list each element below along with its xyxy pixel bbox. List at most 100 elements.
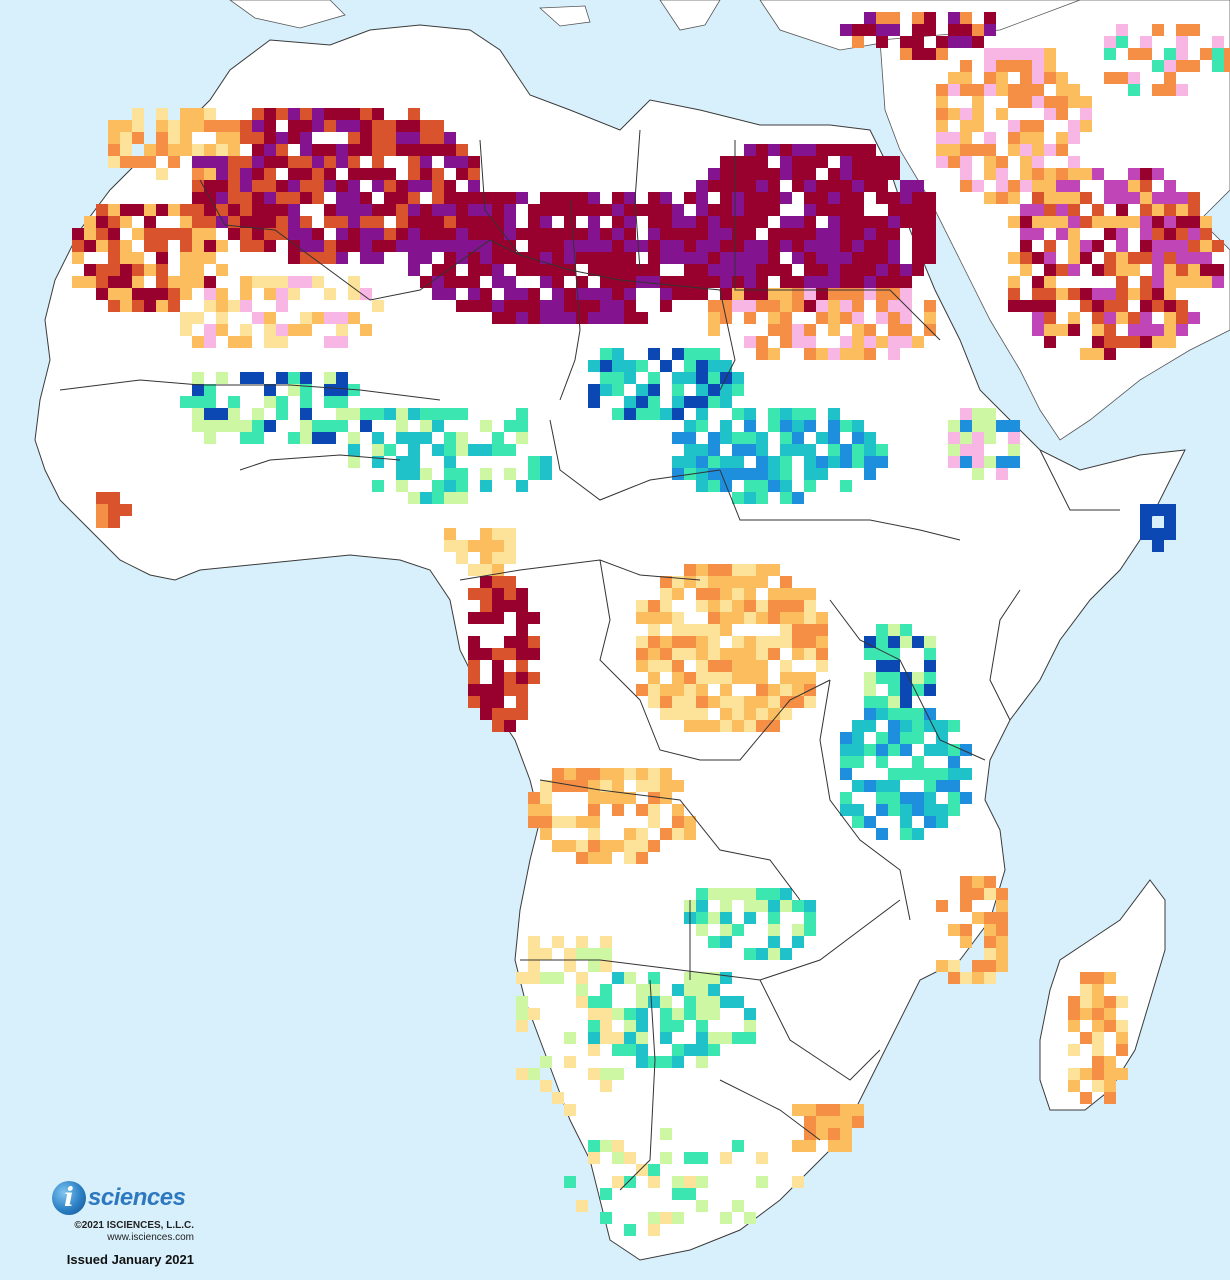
- anomaly-cell: [456, 480, 468, 492]
- anomaly-cell: [1188, 216, 1200, 228]
- anomaly-cell: [204, 384, 216, 396]
- anomaly-cell: [552, 264, 564, 276]
- anomaly-cell: [864, 252, 876, 264]
- anomaly-cell: [132, 156, 144, 168]
- anomaly-cell: [780, 156, 792, 168]
- anomaly-cell: [648, 408, 660, 420]
- anomaly-cell: [144, 288, 156, 300]
- anomaly-cell: [504, 252, 516, 264]
- anomaly-cell: [876, 156, 888, 168]
- anomaly-cell: [1116, 36, 1128, 48]
- anomaly-cell: [1188, 312, 1200, 324]
- anomaly-cell: [600, 792, 612, 804]
- anomaly-cell: [996, 84, 1008, 96]
- anomaly-cell: [180, 312, 192, 324]
- anomaly-cell: [600, 1140, 612, 1152]
- anomaly-cell: [444, 432, 456, 444]
- anomaly-cell: [996, 48, 1008, 60]
- anomaly-cell: [516, 996, 528, 1008]
- anomaly-cell: [756, 144, 768, 156]
- anomaly-cell: [1056, 204, 1068, 216]
- anomaly-cell: [1188, 228, 1200, 240]
- anomaly-cell: [924, 312, 936, 324]
- anomaly-cell: [780, 300, 792, 312]
- anomaly-cell: [600, 936, 612, 948]
- anomaly-cell: [756, 576, 768, 588]
- anomaly-cell: [1056, 324, 1068, 336]
- anomaly-cell: [792, 240, 804, 252]
- anomaly-cell: [804, 216, 816, 228]
- anomaly-cell: [396, 240, 408, 252]
- anomaly-cell: [120, 120, 132, 132]
- anomaly-cell: [300, 420, 312, 432]
- anomaly-cell: [816, 264, 828, 276]
- anomaly-cell: [636, 648, 648, 660]
- anomaly-cell: [768, 312, 780, 324]
- anomaly-cell: [468, 252, 480, 264]
- anomaly-cell: [684, 984, 696, 996]
- anomaly-cell: [612, 1068, 624, 1080]
- website-link[interactable]: www.isciences.com: [107, 1232, 194, 1243]
- anomaly-cell: [756, 708, 768, 720]
- anomaly-cell: [504, 540, 516, 552]
- anomaly-cell: [588, 816, 600, 828]
- anomaly-cell: [396, 420, 408, 432]
- anomaly-cell: [720, 276, 732, 288]
- anomaly-cell: [372, 168, 384, 180]
- anomaly-cell: [744, 192, 756, 204]
- anomaly-cell: [840, 264, 852, 276]
- anomaly-cell: [372, 456, 384, 468]
- anomaly-cell: [84, 276, 96, 288]
- anomaly-cell: [768, 144, 780, 156]
- anomaly-cell: [96, 216, 108, 228]
- anomaly-cell: [192, 264, 204, 276]
- anomaly-cell: [312, 156, 324, 168]
- anomaly-cell: [816, 276, 828, 288]
- anomaly-cell: [780, 312, 792, 324]
- anomaly-cell: [804, 204, 816, 216]
- anomaly-cell: [1032, 96, 1044, 108]
- anomaly-cell: [756, 480, 768, 492]
- anomaly-cell: [240, 300, 252, 312]
- anomaly-cell: [588, 1068, 600, 1080]
- anomaly-cell: [180, 108, 192, 120]
- anomaly-cell: [624, 288, 636, 300]
- anomaly-cell: [1116, 192, 1128, 204]
- anomaly-cell: [1032, 216, 1044, 228]
- anomaly-cell: [1020, 156, 1032, 168]
- anomaly-cell: [624, 1044, 636, 1056]
- anomaly-cell: [288, 324, 300, 336]
- anomaly-cell: [216, 204, 228, 216]
- anomaly-cell: [996, 960, 1008, 972]
- anomaly-cell: [624, 1176, 636, 1188]
- anomaly-cell: [912, 732, 924, 744]
- anomaly-cell: [384, 192, 396, 204]
- anomaly-cell: [900, 336, 912, 348]
- anomaly-cell: [624, 1224, 636, 1236]
- anomaly-cell: [768, 252, 780, 264]
- anomaly-cell: [792, 336, 804, 348]
- anomaly-cell: [600, 852, 612, 864]
- anomaly-cell: [672, 828, 684, 840]
- anomaly-cell: [372, 216, 384, 228]
- anomaly-cell: [348, 444, 360, 456]
- anomaly-cell: [900, 768, 912, 780]
- anomaly-cell: [480, 228, 492, 240]
- anomaly-cell: [276, 180, 288, 192]
- anomaly-cell: [660, 780, 672, 792]
- anomaly-cell: [996, 168, 1008, 180]
- anomaly-cell: [672, 456, 684, 468]
- anomaly-cell: [696, 888, 708, 900]
- anomaly-cell: [1152, 216, 1164, 228]
- anomaly-cell: [840, 156, 852, 168]
- anomaly-cell: [276, 372, 288, 384]
- anomaly-cell: [708, 720, 720, 732]
- anomaly-cell: [852, 216, 864, 228]
- isciences-logo[interactable]: i sciences: [52, 1178, 202, 1218]
- anomaly-cell: [864, 696, 876, 708]
- anomaly-cell: [216, 132, 228, 144]
- anomaly-cell: [216, 156, 228, 168]
- anomaly-cell: [996, 420, 1008, 432]
- anomaly-cell: [756, 252, 768, 264]
- anomaly-cell: [204, 396, 216, 408]
